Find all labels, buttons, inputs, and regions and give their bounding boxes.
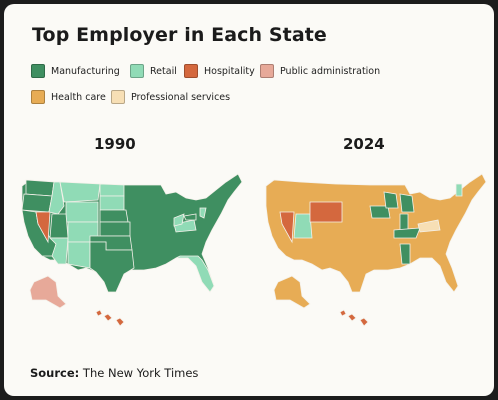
state-ks-1990 xyxy=(99,221,131,237)
legend-label-hospitality: Hospitality xyxy=(204,65,255,77)
state-al-2024 xyxy=(399,243,411,265)
legend-label-health-care: Health care xyxy=(51,91,106,103)
source-label: Source: xyxy=(30,366,80,380)
legend-label-public-administration: Public administration xyxy=(280,65,381,77)
state-nv-1990 xyxy=(35,211,51,244)
map-year-2024: 2024 xyxy=(343,135,385,153)
state-hi-2024 xyxy=(339,309,369,327)
legend-swatch-manufacturing xyxy=(31,64,45,78)
chart-title: Top Employer in Each State xyxy=(32,24,327,46)
legend-label-manufacturing: Manufacturing xyxy=(51,65,120,77)
state-fl-1990 xyxy=(175,255,215,293)
legend-label-retail: Retail xyxy=(150,65,177,77)
state-wv-1990 xyxy=(173,213,185,227)
state-or-1990 xyxy=(21,193,53,213)
state-nd-1990 xyxy=(99,183,125,197)
state-wa-1990 xyxy=(25,179,55,197)
legend-item-hospitality: Hospitality xyxy=(184,64,255,78)
state-in-2024 xyxy=(399,213,409,231)
state-mt-1990 xyxy=(59,181,101,203)
legend-label-professional-services: Professional services xyxy=(131,91,231,103)
legend-item-retail: Retail xyxy=(130,64,177,78)
legend-swatch-hospitality xyxy=(184,64,198,78)
state-ak-2024 xyxy=(273,275,311,309)
state-nm-1990 xyxy=(67,241,91,269)
state-mi-2024 xyxy=(399,193,415,213)
legend-swatch-public-administration xyxy=(260,64,274,78)
state-sd-1990 xyxy=(99,195,125,211)
state-ia-2024 xyxy=(369,205,391,219)
state-wi-2024 xyxy=(383,191,399,209)
legend-item-health-care: Health care xyxy=(31,90,106,104)
legend-item-manufacturing: Manufacturing xyxy=(31,64,120,78)
state-ut-1990 xyxy=(49,213,69,239)
state-wy-2024 xyxy=(309,201,343,223)
state-vt-2024 xyxy=(455,183,463,197)
state-ak-1990 xyxy=(29,275,67,309)
legend-swatch-health-care xyxy=(31,90,45,104)
legend-swatch-retail xyxy=(130,64,144,78)
state-nj-1990 xyxy=(199,207,207,219)
us-map-1990 xyxy=(21,173,243,327)
chart-card: Top Employer in Each State Manufacturing… xyxy=(4,4,494,396)
state-ut-2024 xyxy=(293,213,313,239)
state-md-1990 xyxy=(183,213,197,221)
legend-item-public-administration: Public administration xyxy=(260,64,380,78)
state-tx-1990 xyxy=(89,241,135,293)
source-text: The New York Times xyxy=(82,366,199,380)
source-note: Source: The New York Times xyxy=(30,366,198,380)
map-year-1990: 1990 xyxy=(94,135,136,153)
state-hi-1990 xyxy=(95,309,125,327)
state-ne-1990 xyxy=(99,209,129,223)
legend-swatch-professional-services xyxy=(111,90,125,104)
legend-item-professional-services: Professional services xyxy=(111,90,230,104)
state-va-2024 xyxy=(417,219,441,233)
state-ky-2024 xyxy=(393,227,421,239)
state-wy-1990 xyxy=(65,201,99,223)
state-nv-2024 xyxy=(279,211,295,244)
us-map-2024 xyxy=(265,173,487,327)
